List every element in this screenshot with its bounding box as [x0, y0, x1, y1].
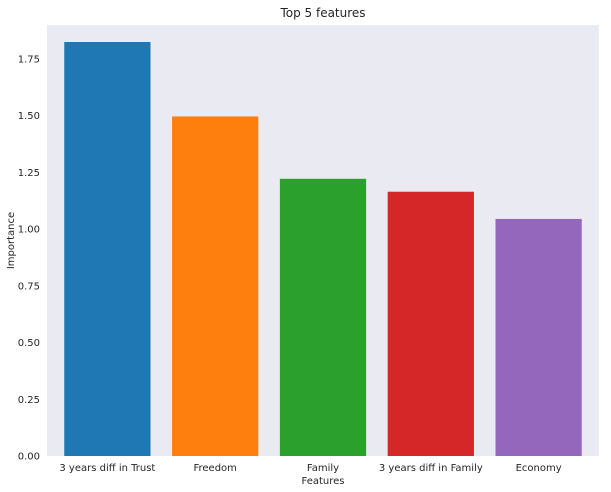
y-tick-label: 0.25: [18, 395, 40, 406]
x-tick-label: Family: [307, 463, 339, 474]
bar-1: [64, 42, 151, 457]
bars-group: [64, 42, 582, 457]
bar-4: [387, 191, 474, 456]
chart-title: Top 5 features: [279, 6, 365, 20]
bar-5: [495, 218, 582, 456]
x-tick-label: 3 years diff in Trust: [59, 463, 155, 474]
x-tick-label: Economy: [516, 463, 562, 474]
bar-2: [172, 116, 259, 457]
y-tick-label: 0.00: [18, 452, 40, 463]
y-tick-label: 0.50: [18, 338, 40, 349]
bar-3: [279, 178, 367, 456]
y-tick-label: 1.25: [18, 168, 40, 179]
y-tick-label: 1.00: [18, 225, 40, 236]
x-axis-label: Features: [302, 476, 345, 487]
y-ticks-group: 0.00 0.25 0.50 0.75 1.00 1.25 1.50 1.75: [18, 55, 40, 463]
y-axis-label: Importance: [6, 212, 17, 269]
y-tick-label: 1.75: [18, 55, 40, 66]
y-tick-label: 1.50: [18, 111, 40, 122]
x-ticks-group: 3 years diff in Trust Freedom Family 3 year…: [59, 463, 561, 474]
y-tick-label: 0.75: [18, 281, 40, 292]
x-tick-label: Freedom: [193, 463, 236, 474]
x-tick-label: 3 years diff in Family: [379, 463, 483, 474]
